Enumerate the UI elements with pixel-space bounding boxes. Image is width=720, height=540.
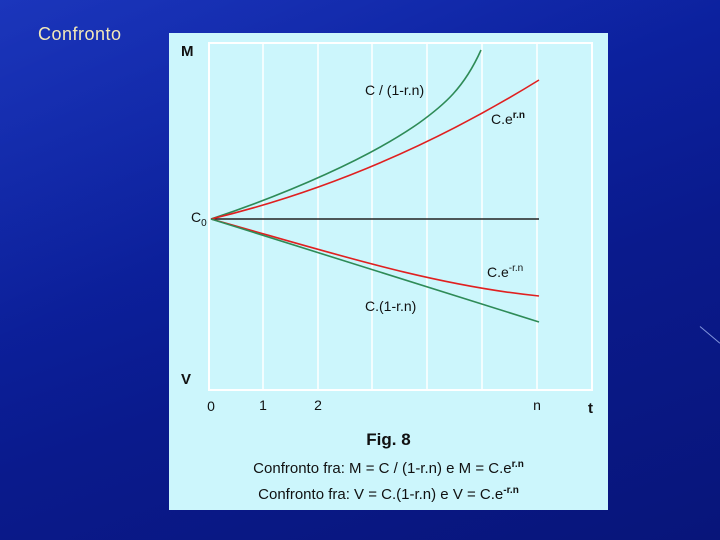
figure-panel: M V C0 C / (1-r.n) C.er.n C.e-r.n C.(1-r… bbox=[169, 33, 608, 510]
plot-area bbox=[208, 42, 593, 391]
top-axis-label: M bbox=[181, 43, 194, 60]
grid-lines bbox=[262, 43, 538, 390]
x-tick-n: n bbox=[533, 397, 541, 413]
caption-line-1: Confronto fra: M = C / (1-r.n) e M = C.e… bbox=[253, 459, 524, 477]
x-tick-1: 1 bbox=[259, 397, 267, 413]
x-tick-0: 0 bbox=[207, 398, 215, 414]
label-c-exp-pos: C.er.n bbox=[491, 110, 525, 127]
x-tick-2: 2 bbox=[314, 397, 322, 413]
curve-c-exp-rn bbox=[210, 79, 540, 220]
bottom-axis-label: V bbox=[181, 371, 191, 388]
caption-line-2: Confronto fra: V = C.(1-r.n) e V = C.e-r… bbox=[258, 485, 519, 503]
x-axis-label: t bbox=[588, 400, 593, 417]
label-c-exp-neg: C.e-r.n bbox=[487, 263, 523, 280]
slide-title: Confronto bbox=[38, 24, 122, 44]
origin-label: C0 bbox=[191, 209, 207, 229]
comparison-diagram: M V C0 C / (1-r.n) C.er.n C.e-r.n C.(1-r… bbox=[181, 42, 593, 417]
curve-c-exp-neg-rn bbox=[210, 218, 540, 297]
label-c-lin: C.(1-r.n) bbox=[365, 298, 416, 314]
curve-c-over-1-minus-rn bbox=[210, 49, 482, 220]
curve-c-1-minus-rn bbox=[210, 218, 540, 323]
decorative-line bbox=[699, 326, 720, 344]
label-c-over: C / (1-r.n) bbox=[365, 82, 424, 98]
figure-title: Fig. 8 bbox=[366, 430, 411, 449]
